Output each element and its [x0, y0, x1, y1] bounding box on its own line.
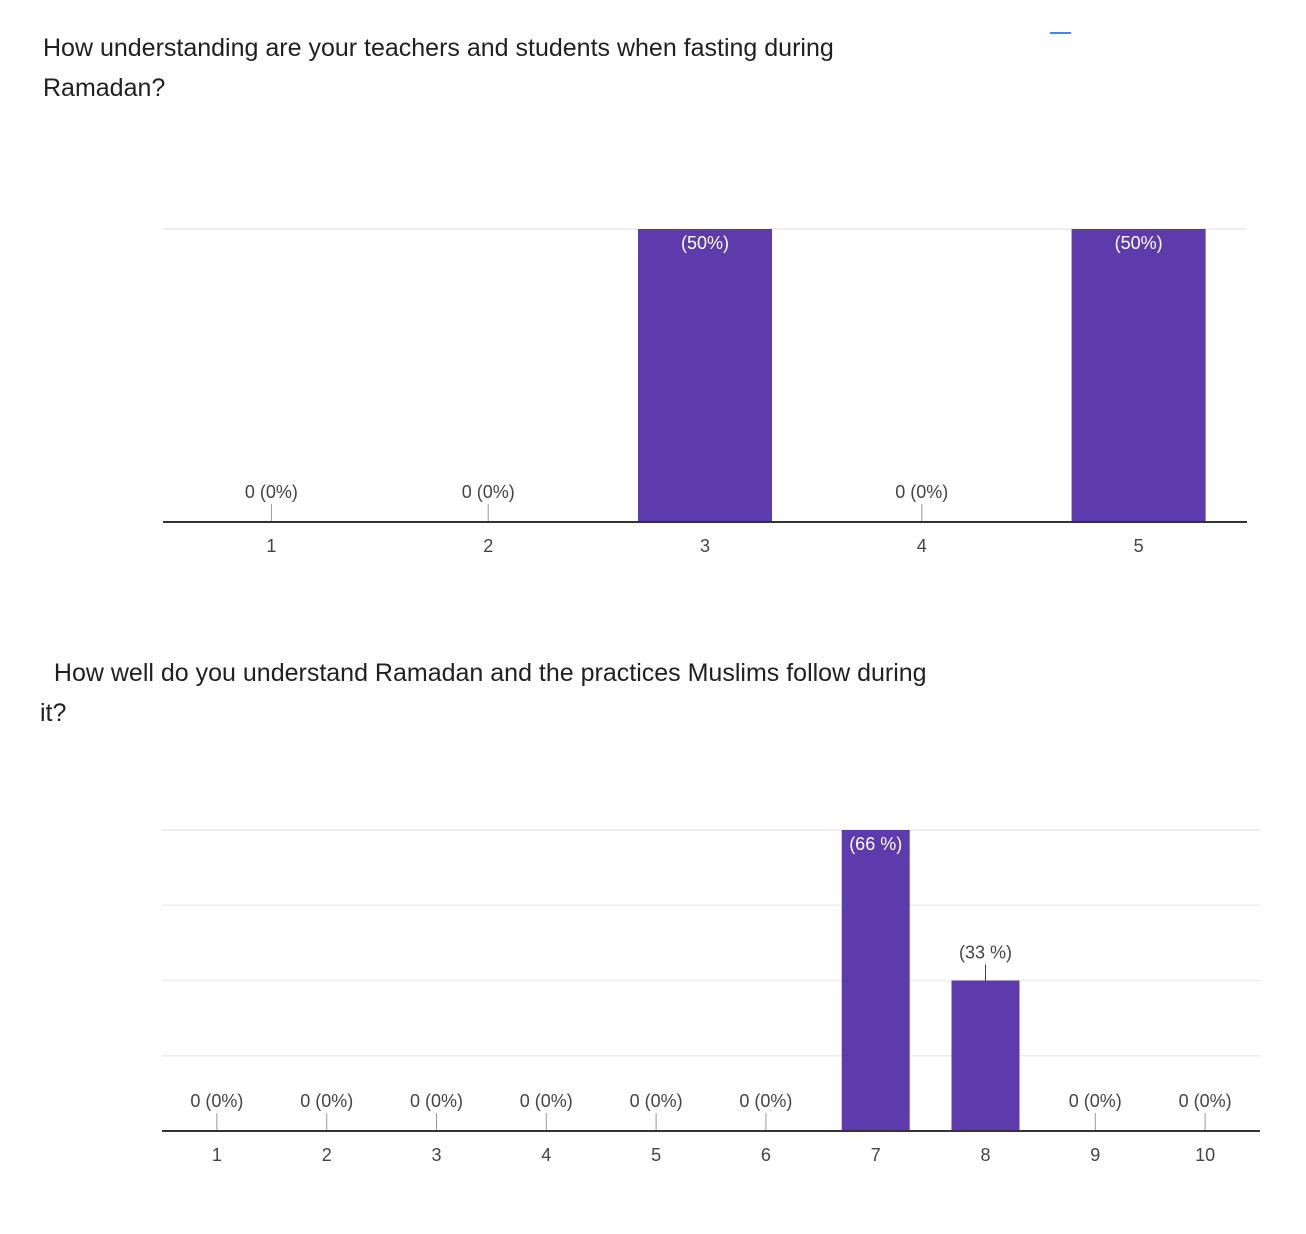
x-tick-label: 1	[266, 536, 276, 556]
bar	[638, 229, 772, 522]
x-tick-label: 4	[541, 1145, 551, 1165]
data-label: 0 (0%)	[520, 1091, 573, 1111]
data-label: 0 (0%)	[410, 1091, 463, 1111]
data-label: (66 %)	[849, 834, 902, 854]
x-tick-label: 5	[1134, 536, 1144, 556]
x-tick-label: 8	[980, 1145, 990, 1165]
chart-2: 0 (0%) 1 0 (0%) 2 0 (0%) 3 0 (0%) 4 0 (0%) 5 0 (0%…	[162, 829, 1260, 1165]
x-tick-label: 9	[1090, 1145, 1100, 1165]
x-tick-label: 1	[212, 1145, 222, 1165]
data-label: 0 (0%)	[245, 482, 298, 502]
data-label: 0 (0%)	[462, 482, 515, 502]
accent-line	[1050, 32, 1071, 34]
x-tick-label: 10	[1195, 1145, 1215, 1165]
data-label: 0 (0%)	[300, 1091, 353, 1111]
data-label: (33 %)	[959, 943, 1012, 963]
data-label: 0 (0%)	[190, 1091, 243, 1111]
x-tick-label: 3	[431, 1145, 441, 1165]
data-label: 0 (0%)	[630, 1091, 683, 1111]
x-tick-label: 3	[700, 536, 710, 556]
x-tick-label: 2	[322, 1145, 332, 1165]
question-2-title: How well do you understand Ramadan and t…	[40, 659, 927, 727]
bar	[841, 830, 910, 1131]
data-label: (50%)	[681, 233, 729, 253]
x-tick-label: 6	[761, 1145, 771, 1165]
data-label: 0 (0%)	[895, 482, 948, 502]
chart-1: 0 (0%) 1 0 (0%) 2 (50%) 3 0 (0%) 4 (50%) 5	[163, 228, 1247, 556]
data-label: 0 (0%)	[1179, 1091, 1232, 1111]
data-label: (50%)	[1115, 233, 1163, 253]
data-label: 0 (0%)	[1069, 1091, 1122, 1111]
data-label: 0 (0%)	[739, 1091, 792, 1111]
x-tick-label: 2	[483, 536, 493, 556]
bar	[1071, 229, 1206, 522]
x-tick-label: 4	[917, 536, 927, 556]
x-tick-label: 7	[871, 1145, 881, 1165]
question-1-title: How understanding are your teachers and …	[43, 34, 834, 102]
x-tick-label: 5	[651, 1145, 661, 1165]
bar	[951, 980, 1020, 1131]
